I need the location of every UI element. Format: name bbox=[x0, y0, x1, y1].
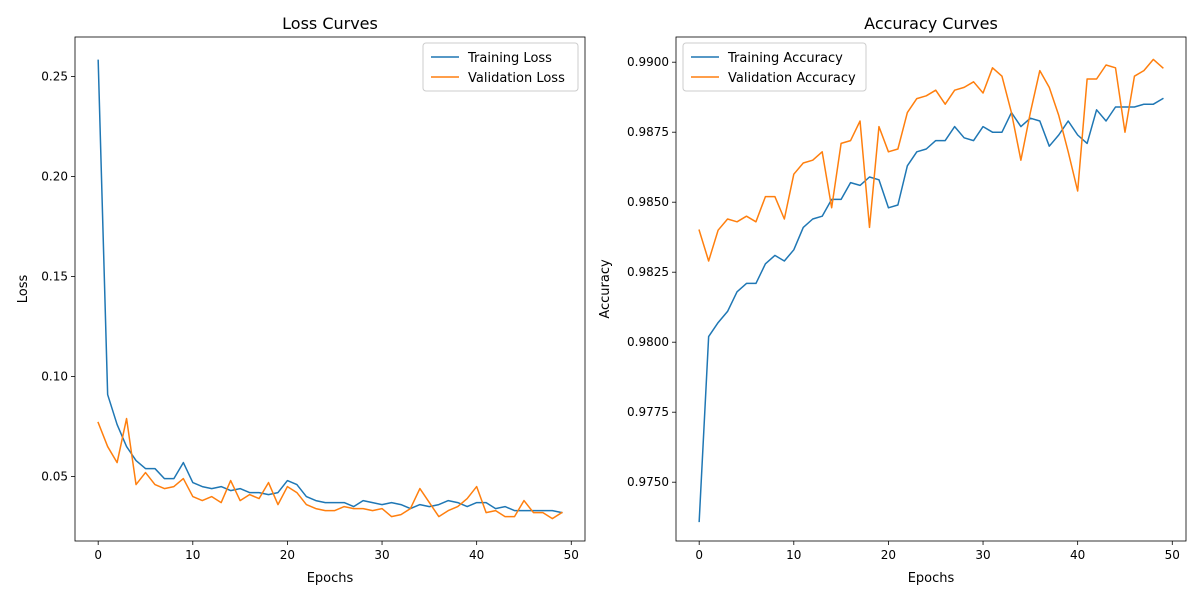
series-line-training-loss bbox=[97, 59, 563, 514]
y-tick-label: 0.9875 bbox=[627, 125, 669, 139]
legend-label: Training Loss bbox=[467, 51, 552, 66]
y-axis-label: Loss bbox=[16, 275, 31, 304]
y-tick-label: 0.9825 bbox=[627, 265, 669, 279]
x-tick-label: 50 bbox=[1165, 548, 1180, 562]
chart-panel-1: 0 10 20 30 40 50 0.9750 0.9775 0.9800 0.9825 0.985… bbox=[598, 14, 1187, 586]
legend-box bbox=[682, 42, 867, 92]
y-tick-label: 0.05 bbox=[41, 470, 68, 484]
x-tick-label: 40 bbox=[1070, 548, 1085, 562]
series-line-validation-accuracy bbox=[698, 58, 1164, 262]
x-tick-label: 10 bbox=[185, 548, 200, 562]
x-axis-label: Epochs bbox=[908, 571, 955, 586]
y-tick-label: 0.9900 bbox=[627, 55, 669, 69]
series-line-validation-loss bbox=[97, 417, 563, 520]
y-tick-label: 0.9750 bbox=[627, 475, 669, 489]
x-tick-label: 0 bbox=[94, 548, 102, 562]
x-axis-label: Epochs bbox=[307, 571, 354, 586]
chart-title: Accuracy Curves bbox=[864, 14, 998, 33]
x-tick-label: 30 bbox=[374, 548, 389, 562]
legend-label: Validation Loss bbox=[468, 71, 565, 86]
y-axis-label: Accuracy bbox=[598, 259, 613, 319]
legend: Training Accuracy Validation Accuracy bbox=[682, 42, 867, 92]
x-tick-label: 0 bbox=[695, 548, 703, 562]
series-line-training-accuracy bbox=[698, 97, 1164, 523]
chart-panel-0: 0 10 20 30 40 50 0.05 0.10 0.15 0.20 0.25 Loss Curv… bbox=[16, 14, 586, 586]
chart-title: Loss Curves bbox=[282, 14, 378, 33]
x-tick-label: 30 bbox=[975, 548, 990, 562]
x-tick-label: 50 bbox=[564, 548, 579, 562]
y-tick-label: 0.9800 bbox=[627, 335, 669, 349]
legend-label: Validation Accuracy bbox=[728, 71, 856, 86]
y-tick-label: 0.9775 bbox=[627, 405, 669, 419]
x-tick-label: 20 bbox=[280, 548, 295, 562]
legend-label: Training Accuracy bbox=[727, 51, 843, 66]
y-tick-label: 0.20 bbox=[41, 169, 68, 183]
y-tick-label: 0.15 bbox=[41, 269, 68, 283]
y-tick-label: 0.9850 bbox=[627, 195, 669, 209]
x-tick-label: 10 bbox=[786, 548, 801, 562]
legend: Training Loss Validation Loss bbox=[422, 42, 579, 92]
y-tick-label: 0.10 bbox=[41, 370, 68, 384]
plot-frame bbox=[74, 36, 586, 542]
legend-box bbox=[422, 42, 579, 92]
y-tick-label: 0.25 bbox=[41, 69, 68, 83]
x-tick-label: 20 bbox=[881, 548, 896, 562]
x-tick-label: 40 bbox=[469, 548, 484, 562]
plot-frame bbox=[675, 36, 1187, 542]
